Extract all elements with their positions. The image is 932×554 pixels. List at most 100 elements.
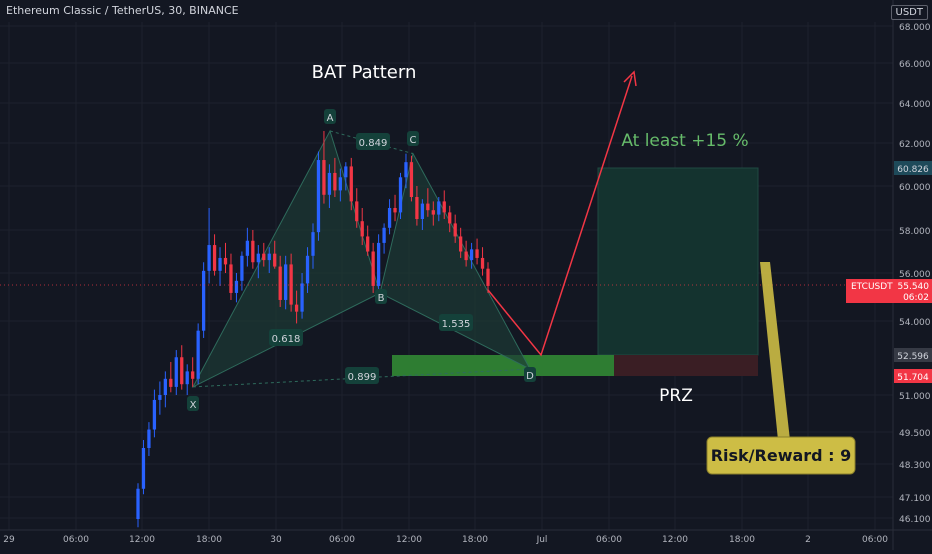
- candle-body: [311, 232, 315, 256]
- candle-body: [453, 223, 457, 237]
- candle-body: [393, 208, 397, 213]
- y-tick-label: 49.500: [899, 429, 931, 439]
- candle-body: [174, 357, 178, 387]
- candle-body: [355, 201, 359, 222]
- target-zone: [597, 167, 759, 356]
- y-tick-label: 62.000: [899, 140, 931, 150]
- point-label-b: B: [378, 293, 385, 304]
- candle-body: [448, 212, 452, 224]
- candle-body: [158, 395, 162, 400]
- candle-body: [442, 201, 446, 213]
- candle-body: [338, 177, 342, 191]
- x-tick-label: 12:00: [662, 535, 688, 545]
- y-tick-label: 66.000: [899, 60, 931, 70]
- candle-body: [180, 357, 184, 385]
- prz-zone: [392, 355, 614, 376]
- y-tick-label: 68.000: [899, 23, 931, 33]
- x-tick-label: 18:00: [196, 535, 222, 545]
- candle-body: [475, 249, 479, 258]
- target-price-text: 60.826: [897, 165, 929, 175]
- point-label-x: X: [190, 400, 197, 411]
- x-tick-label: Jul: [536, 535, 548, 545]
- target-price-tag: [894, 161, 932, 175]
- projection-arrowhead: [623, 70, 637, 87]
- candle-body: [459, 236, 463, 252]
- current-price-tag: [846, 279, 932, 303]
- candle-body: [480, 257, 485, 269]
- candle-body: [333, 172, 337, 191]
- entry-price-text: 52.596: [897, 352, 929, 362]
- ratio-label: 0.849: [359, 138, 388, 149]
- candle-body: [201, 270, 206, 331]
- point-label-bg: [324, 109, 336, 124]
- point-label-d: D: [526, 371, 534, 382]
- y-tick-label: 46.100: [899, 515, 931, 525]
- point-label-bg: [524, 367, 536, 382]
- y-tick-label: 60.000: [899, 183, 931, 193]
- candle-body: [218, 257, 222, 271]
- candle-body: [136, 488, 140, 519]
- point-label-bg: [407, 131, 419, 146]
- candle-body: [404, 162, 408, 178]
- candle-body: [366, 236, 370, 252]
- risk-reward-label: Risk/Reward : 9: [711, 446, 852, 465]
- candle-body: [300, 283, 304, 312]
- x-tick-label: 2: [805, 535, 811, 545]
- y-tick-label: 54.000: [899, 318, 931, 328]
- candle-body: [152, 399, 157, 430]
- candle-body: [349, 166, 353, 202]
- candle-body: [398, 177, 403, 213]
- candle-body: [284, 264, 288, 300]
- ratio-label: 0.618: [272, 334, 301, 345]
- x-tick-label: 06:00: [862, 535, 888, 545]
- candle-body: [437, 201, 441, 215]
- candle-body: [185, 371, 189, 385]
- candle-body: [273, 253, 277, 267]
- candle-body: [223, 257, 228, 265]
- point-label-a: A: [327, 113, 334, 124]
- chart-title: BAT Pattern: [312, 62, 417, 83]
- x-tick-label: 06:00: [63, 535, 89, 545]
- risk-reward-pointer: [760, 262, 790, 440]
- candle-body: [191, 371, 195, 379]
- candle-body: [469, 249, 474, 261]
- projection-arrow: [487, 75, 633, 357]
- candle-body: [251, 240, 255, 263]
- candle-body: [294, 304, 299, 312]
- x-tick-label: 29: [3, 535, 15, 545]
- x-tick-label: 06:00: [329, 535, 355, 545]
- x-tick-label: 12:00: [396, 535, 422, 545]
- candle-body: [278, 266, 282, 300]
- candle-body: [360, 221, 364, 237]
- x-tick-label: 18:00: [729, 535, 755, 545]
- y-tick-label: 58.000: [899, 227, 931, 237]
- candle-body: [415, 197, 419, 219]
- candle-body: [256, 253, 260, 263]
- candle-body: [163, 378, 167, 395]
- ratio-label-bg: [269, 329, 303, 346]
- ratio-label: 0.899: [348, 372, 377, 383]
- stop-price-text: 51.704: [897, 373, 929, 383]
- candle-body: [464, 251, 468, 261]
- ratio-label-bg: [439, 314, 473, 331]
- candle-body: [426, 203, 430, 211]
- candle-body: [289, 264, 293, 305]
- stop-zone: [614, 355, 758, 376]
- prz-annotation: PRZ: [659, 386, 693, 406]
- candle-body: [382, 227, 386, 243]
- risk-reward-box: [706, 436, 856, 475]
- point-label-bg: [375, 289, 387, 304]
- x-tick-label: 18:00: [462, 535, 488, 545]
- y-tick-label: 47.100: [899, 494, 931, 504]
- candle-body: [169, 378, 173, 387]
- y-tick-label: 48.300: [899, 461, 931, 471]
- candle-body: [212, 245, 217, 271]
- point-label-bg: [187, 396, 199, 411]
- candle-body: [234, 280, 239, 293]
- point-label-c: C: [410, 135, 417, 146]
- currency-button[interactable]: USDT: [890, 5, 928, 20]
- candle-body: [267, 253, 271, 261]
- candle-body: [207, 245, 211, 271]
